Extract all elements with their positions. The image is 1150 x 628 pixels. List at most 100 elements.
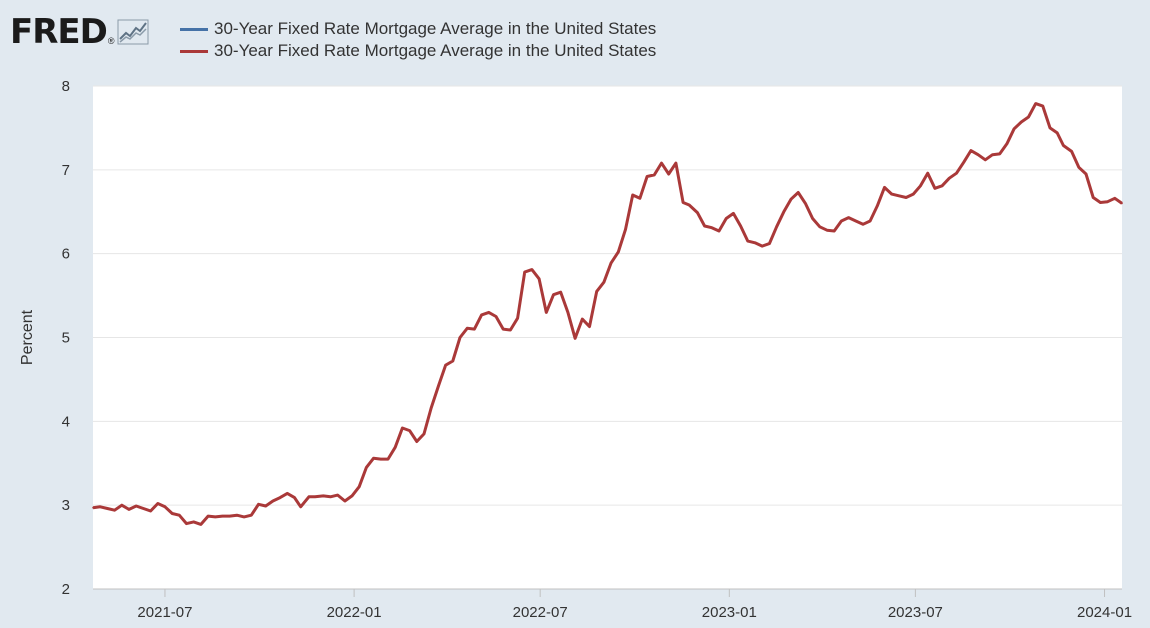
data-point[interactable] <box>488 311 490 314</box>
data-point[interactable] <box>1042 105 1044 107</box>
data-point[interactable] <box>200 523 202 526</box>
data-point[interactable] <box>1092 196 1094 199</box>
data-point[interactable] <box>430 407 433 409</box>
data-point[interactable] <box>416 440 418 443</box>
data-point[interactable] <box>502 328 505 330</box>
data-point[interactable] <box>703 225 706 227</box>
data-point[interactable] <box>135 505 137 507</box>
data-point[interactable] <box>531 268 533 271</box>
data-point[interactable] <box>761 245 763 247</box>
data-point[interactable] <box>1056 132 1058 134</box>
data-point[interactable] <box>243 516 245 518</box>
data-point[interactable] <box>157 502 159 505</box>
data-point[interactable] <box>401 427 404 429</box>
data-point[interactable] <box>408 429 411 432</box>
data-point[interactable] <box>926 172 929 174</box>
data-point[interactable] <box>380 458 382 460</box>
data-point[interactable] <box>1034 102 1037 105</box>
data-point[interactable] <box>811 217 814 220</box>
data-point[interactable] <box>1078 166 1080 169</box>
data-point[interactable] <box>948 177 951 179</box>
data-point[interactable] <box>934 187 936 190</box>
data-point[interactable] <box>1006 143 1008 145</box>
data-point[interactable] <box>344 500 346 502</box>
data-point[interactable] <box>696 211 699 214</box>
data-point[interactable] <box>207 515 209 517</box>
data-point[interactable] <box>783 211 785 213</box>
data-point[interactable] <box>595 290 598 293</box>
data-point[interactable] <box>149 510 152 512</box>
data-point[interactable] <box>1114 197 1116 200</box>
data-point[interactable] <box>1013 128 1015 130</box>
data-point[interactable] <box>279 496 281 499</box>
data-point[interactable] <box>1099 201 1102 204</box>
data-point[interactable] <box>142 507 145 510</box>
data-point[interactable] <box>394 446 397 449</box>
data-point[interactable] <box>653 174 656 176</box>
data-point[interactable] <box>646 175 648 178</box>
data-point[interactable] <box>725 217 727 220</box>
data-point[interactable] <box>617 251 620 253</box>
data-point[interactable] <box>833 230 835 232</box>
data-point[interactable] <box>819 226 821 228</box>
data-point[interactable] <box>675 162 677 164</box>
data-point[interactable] <box>991 153 994 156</box>
data-point[interactable] <box>121 504 123 507</box>
data-point[interactable] <box>459 336 461 339</box>
data-point[interactable] <box>293 496 296 499</box>
data-point[interactable] <box>639 197 641 200</box>
data-point[interactable] <box>358 485 361 488</box>
data-point[interactable] <box>171 512 173 515</box>
data-point[interactable] <box>941 185 943 187</box>
data-point[interactable] <box>336 494 339 496</box>
data-point[interactable] <box>883 186 886 189</box>
data-point[interactable] <box>495 315 497 318</box>
data-point[interactable] <box>559 291 562 294</box>
data-point[interactable] <box>523 271 526 273</box>
data-point[interactable] <box>192 521 195 523</box>
data-point[interactable] <box>264 505 267 507</box>
data-point[interactable] <box>1106 200 1109 203</box>
data-point[interactable] <box>660 162 663 164</box>
data-point[interactable] <box>790 198 792 200</box>
data-point[interactable] <box>164 506 166 508</box>
data-point[interactable] <box>473 328 476 330</box>
data-point[interactable] <box>855 220 857 222</box>
data-point[interactable] <box>372 457 375 460</box>
data-point[interactable] <box>1049 127 1051 129</box>
data-point[interactable] <box>538 278 540 280</box>
legend-item-1[interactable]: 30-Year Fixed Rate Mortgage Average in t… <box>180 18 656 40</box>
data-point[interactable] <box>847 216 850 219</box>
data-point[interactable] <box>509 329 512 331</box>
data-point[interactable] <box>970 149 972 152</box>
data-point[interactable] <box>444 364 447 367</box>
data-point[interactable] <box>567 311 569 314</box>
data-point[interactable] <box>128 508 130 511</box>
data-point[interactable] <box>667 173 670 175</box>
data-point[interactable] <box>480 314 483 316</box>
data-point[interactable] <box>588 325 591 328</box>
data-point[interactable] <box>178 514 181 516</box>
data-point[interactable] <box>955 172 958 174</box>
data-point[interactable] <box>423 433 425 435</box>
data-point[interactable] <box>552 293 555 296</box>
data-point[interactable] <box>322 495 325 497</box>
data-point[interactable] <box>329 496 332 498</box>
data-point[interactable] <box>682 201 684 204</box>
data-point[interactable] <box>869 220 871 222</box>
data-point[interactable] <box>286 492 289 495</box>
data-point[interactable] <box>99 506 101 508</box>
data-point[interactable] <box>718 230 720 232</box>
data-point[interactable] <box>1085 173 1087 175</box>
data-point[interactable] <box>574 337 576 340</box>
data-point[interactable] <box>919 185 922 187</box>
data-point[interactable] <box>624 228 627 231</box>
data-point[interactable] <box>387 458 389 460</box>
data-point[interactable] <box>106 507 109 510</box>
data-point[interactable] <box>905 196 907 199</box>
data-point[interactable] <box>516 317 519 320</box>
data-point[interactable] <box>688 204 690 206</box>
data-point[interactable] <box>739 225 742 227</box>
fred-logo[interactable]: FRED ® <box>10 14 149 50</box>
data-point[interactable] <box>228 515 231 517</box>
